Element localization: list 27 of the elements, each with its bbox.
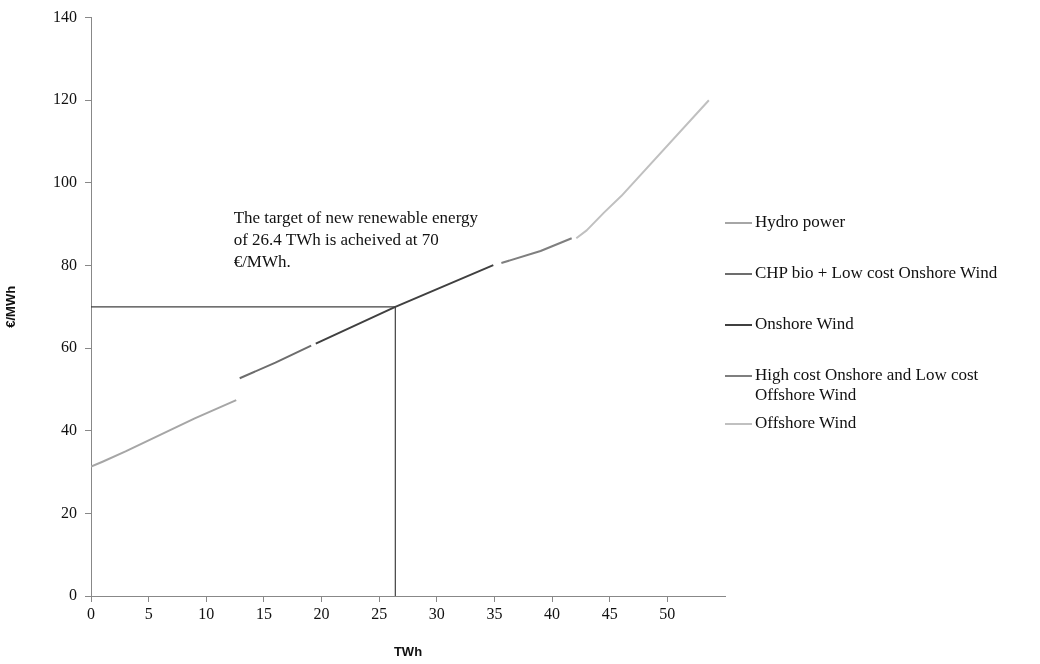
y-tick-label: 0 bbox=[69, 586, 77, 604]
y-tick-label: 100 bbox=[53, 173, 77, 191]
y-tick-label: 40 bbox=[61, 420, 77, 438]
x-tick-label: 20 bbox=[313, 604, 330, 622]
x-tick-label: 30 bbox=[428, 604, 445, 622]
x-tick-label: 35 bbox=[486, 604, 503, 622]
annotation: The target of new renewable energy of 26.4 TWh is acheived at 70 €/MWh. bbox=[233, 207, 479, 271]
x-tick-label: 50 bbox=[659, 604, 676, 622]
x-tick-label: 45 bbox=[601, 604, 618, 622]
y-axis-title: €/MWh bbox=[3, 285, 19, 328]
x-tick-label: 25 bbox=[371, 604, 388, 622]
legend-label: Onshore Wind bbox=[755, 314, 854, 334]
x-tick-label: 15 bbox=[255, 604, 272, 622]
y-tick-label: 80 bbox=[61, 255, 77, 273]
y-tick-label: 140 bbox=[53, 7, 77, 25]
x-tick-label: 5 bbox=[144, 604, 153, 622]
legend-label: Offshore Wind bbox=[755, 413, 857, 433]
x-tick-label: 40 bbox=[544, 604, 561, 622]
x-axis-title: TWh bbox=[393, 643, 423, 659]
legend-label: CHP bio + Low cost Onshore Wind bbox=[755, 263, 998, 283]
legend-label: High cost Onshore and Low cost Offshore Wind bbox=[755, 365, 980, 405]
y-tick-label: 60 bbox=[61, 338, 77, 356]
x-tick-label: 0 bbox=[87, 604, 95, 622]
y-tick-label: 120 bbox=[53, 90, 77, 108]
x-tick-label: 10 bbox=[198, 604, 215, 622]
y-tick-label: 20 bbox=[61, 503, 77, 521]
legend-label: Hydro power bbox=[755, 212, 846, 232]
